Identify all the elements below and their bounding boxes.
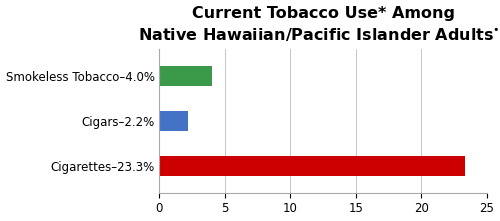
Bar [160, 156, 465, 176]
Bar [160, 66, 212, 86]
Bar [160, 111, 188, 131]
Title: Current Tobacco Use* Among
Native Hawaiian/Pacific Islander Adults$^{•6}$: Current Tobacco Use* Among Native Hawaii… [138, 6, 500, 44]
